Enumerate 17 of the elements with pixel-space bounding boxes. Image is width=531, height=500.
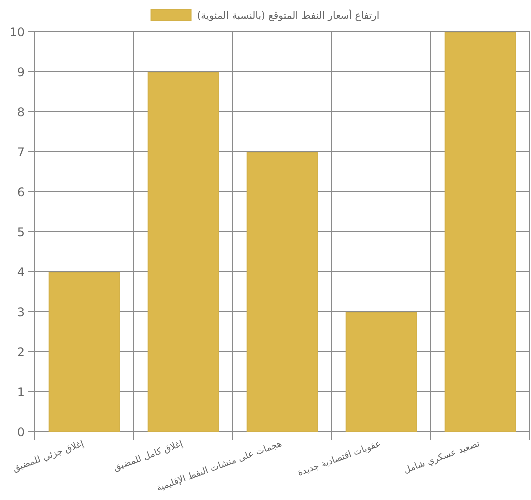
y-tick-label: 9 [17, 66, 25, 80]
y-tick-label: 8 [17, 106, 25, 120]
x-tick-label: إغلاق جزئي للمضيق [12, 439, 86, 474]
y-tick-label: 5 [17, 226, 25, 240]
y-tick-label: 0 [17, 426, 25, 440]
y-tick-label: 10 [10, 26, 25, 40]
x-tick-label: إغلاق كامل للمضيق [112, 439, 185, 474]
y-tick-label: 6 [17, 186, 25, 200]
y-tick-label: 2 [17, 346, 25, 360]
legend-label: ارتفاع أسعار النفط المتوقع (بالنسبة المئوية) [197, 9, 380, 22]
y-tick-label: 4 [17, 266, 25, 280]
y-tick-label: 3 [17, 306, 25, 320]
y-tick-label: 7 [17, 146, 25, 160]
x-tick-label: تصعيد عسكري شامل [402, 439, 482, 476]
legend: ارتفاع أسعار النفط المتوقع (بالنسبة المئوية) [150, 10, 380, 22]
y-tick-label: 1 [17, 386, 25, 400]
x-tick-label: عقوبات اقتصادية جديدة [296, 439, 383, 479]
